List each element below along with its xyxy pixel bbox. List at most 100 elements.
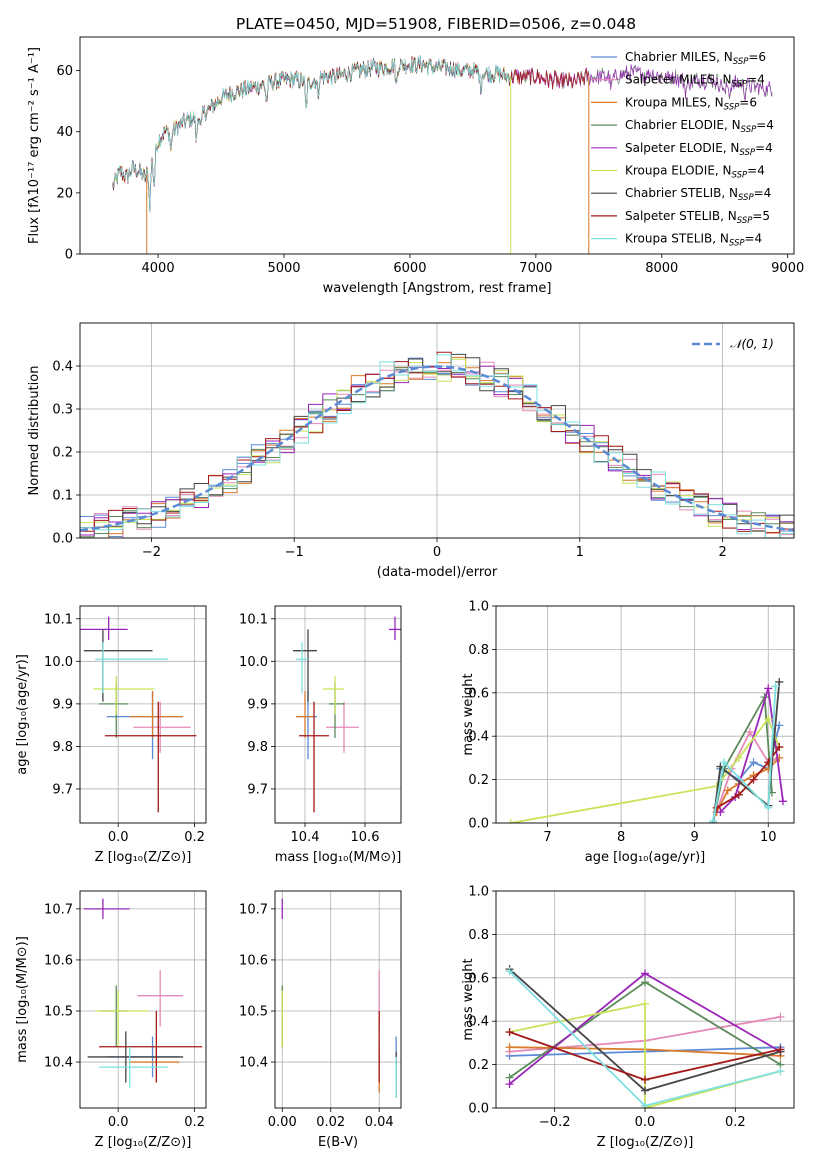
legend-label-sub: SSP (733, 57, 749, 67)
plot-area (112, 55, 773, 254)
x-axis-label: mass [log₁₀(M/M⊙)] (275, 850, 402, 865)
figure-title: PLATE=0450, MJD=51908, FIBERID=0506, z=0… (236, 15, 636, 33)
x-axis-label: wavelength [Angstrom, rest frame] (323, 281, 552, 296)
axes-frame (79, 605, 207, 824)
y-tick-label: 10.5 (44, 1004, 73, 1019)
weight-marker (764, 714, 773, 723)
y-tick-label: 9.7 (247, 782, 268, 797)
panel-age_vs_mass: 10.4 10.6 9.7 9.8 9.9 10.0 10.1 mass [log₁₀(M/M… (239, 605, 402, 865)
x-tick-label: 0.2 (184, 830, 205, 845)
y-tick-label: 10.4 (239, 1056, 268, 1071)
legend-label: Chabrier STELIB, NSSP=4 (625, 186, 771, 203)
y-tick-label: 9.8 (52, 740, 73, 755)
y-tick-label: 0 (65, 248, 73, 263)
y-tick-label: 0.2 (468, 1058, 489, 1073)
x-axis-label: Z [log₁₀(Z/Z⊙)] (95, 850, 192, 865)
y-axis-label: Flux [fλ10⁻¹⁷ erg cm⁻² s⁻¹ A⁻¹] (27, 47, 42, 244)
weight-marker (764, 684, 773, 693)
legend-label: Kroupa MILES, NSSP=6 (625, 95, 757, 112)
weight-marker (723, 786, 732, 795)
weight-marker (709, 816, 718, 823)
weight-marker (641, 999, 649, 1008)
axes-frame (79, 36, 795, 255)
panel-spectrum: 4000 5000 6000 7000 8000 9000 0 20 40 60 wavelengt… (27, 36, 804, 296)
legend-label-sub: SSP (737, 216, 753, 226)
y-tick-label: 0.0 (468, 1102, 489, 1117)
y-tick-label: 10.0 (239, 655, 268, 670)
histogram-step (80, 354, 794, 538)
legend-label-sub: SSP (724, 102, 740, 112)
legend-label-sub: SSP (738, 193, 754, 203)
x-tick-label: 8 (617, 830, 625, 845)
legend-label: Salpeter STELIB, NSSP=5 (625, 209, 770, 226)
weight-marker (776, 1045, 785, 1054)
x-tick-label: 10.4 (291, 830, 320, 845)
x-tick-label: 0.00 (268, 1115, 297, 1130)
x-tick-label: 6000 (393, 261, 426, 276)
weight-line (719, 688, 784, 813)
weight-marker (505, 1028, 514, 1037)
legend-label-sub: SSP (732, 171, 748, 181)
y-tick-label: 10.5 (239, 1004, 268, 1019)
legend-label-sub: SSP (741, 125, 757, 135)
weight-marker (734, 790, 743, 799)
y-axis-label: mass [log₁₀(M/M⊙)] (15, 936, 30, 1063)
y-tick-label: 10.4 (44, 1056, 73, 1071)
y-tick-label: 1.0 (468, 600, 489, 615)
legend-label-suffix: =4 (754, 186, 772, 200)
plot-area (505, 965, 785, 1108)
legend-label-main: Salpeter ELODIE, N (625, 141, 739, 155)
panel-mass_vs_Z: 0.0 0.2 10.4 10.5 10.6 10.7 Z [log₁₀(Z/Z⊙)] mas… (15, 890, 207, 1150)
weight-line (712, 681, 781, 823)
y-tick-label: 0.8 (468, 928, 489, 943)
weight-marker (775, 721, 784, 730)
y-tick-label: 10.7 (44, 902, 73, 917)
y-tick-label: 20 (56, 186, 73, 201)
weight-marker (505, 1043, 514, 1052)
legend-label-suffix: =6 (748, 50, 766, 64)
panel-weight_vs_age: 7 8 9 10 0.0 0.2 0.4 0.6 0.8 1.0 age [log₁₀(age/yr… (461, 600, 795, 865)
x-tick-label: 1 (576, 545, 584, 560)
legend-label-sub: SSP (739, 148, 755, 158)
weight-marker (641, 969, 649, 978)
legend-label-suffix: =4 (755, 141, 773, 155)
y-tick-label: 10.1 (44, 612, 73, 627)
legend-label-suffix: =4 (745, 232, 763, 246)
weight-marker (505, 967, 514, 976)
weight-marker (749, 758, 758, 767)
x-tick-label: −1 (285, 545, 304, 560)
weight-marker (720, 758, 729, 767)
gaussian-curve (80, 365, 794, 532)
weight-marker (505, 1080, 514, 1089)
plot-area (506, 677, 787, 823)
y-tick-label: 60 (56, 64, 73, 79)
panel-mass_vs_EBV: 0.00 0.02 0.04 10.4 10.5 10.6 10.7 E(B-V) (239, 890, 402, 1150)
x-tick-label: 0.2 (184, 1115, 205, 1130)
panel-weight_vs_Z: −0.2 0.0 0.2 0.0 0.2 0.4 0.6 0.8 1.0 Z [log₁₀(Z/Z… (461, 885, 795, 1150)
weight-marker (641, 1075, 649, 1084)
legend-label: Chabrier MILES, NSSP=6 (625, 50, 766, 67)
y-tick-label: 9.9 (52, 697, 73, 712)
weight-marker (771, 682, 780, 691)
legend-label-main: Kroupa STELIB, N (625, 232, 729, 246)
weight-marker (776, 1012, 785, 1021)
panel-residuals: −2 −1 0 1 2 0.0 0.1 0.2 0.3 0.4 (data-model)/error… (27, 322, 795, 580)
y-tick-label: 0.4 (468, 730, 489, 745)
x-tick-label: 0.02 (316, 1115, 345, 1130)
legend-label: Salpeter ELODIE, NSSP=4 (625, 141, 773, 158)
plot-area (80, 351, 794, 538)
panels: 4000 5000 6000 7000 8000 90000204060wavelengt… (15, 36, 804, 1150)
weight-marker (641, 1086, 649, 1095)
weight-marker (716, 808, 725, 817)
weight-line (510, 716, 781, 823)
legend-label: Salpeter MILES, NSSP=4 (625, 73, 765, 90)
plot-area (281, 898, 397, 1098)
legend-label-main: Chabrier STELIB, N (625, 186, 738, 200)
x-tick-label: 0.04 (365, 1115, 394, 1130)
plot-area (293, 616, 401, 813)
x-tick-label: 7 (543, 830, 551, 845)
axes-frame (274, 890, 402, 1109)
legend-label-main: Salpeter MILES, N (625, 73, 732, 87)
x-tick-label: 7000 (519, 261, 552, 276)
weight-marker (506, 819, 515, 823)
